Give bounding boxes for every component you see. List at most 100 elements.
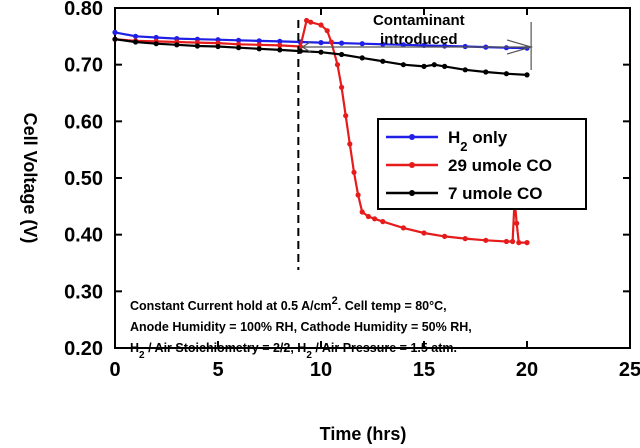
data-point-series-0 xyxy=(236,37,242,43)
legend: H2 only 29 umole CO 7 umole CO xyxy=(377,118,587,210)
data-point-series-2 xyxy=(462,67,468,73)
legend-swatch-marker xyxy=(409,134,415,140)
data-point-series-0 xyxy=(380,41,386,47)
data-point-series-2 xyxy=(421,63,427,69)
data-point-series-2 xyxy=(318,49,324,55)
data-point-series-2 xyxy=(431,62,437,68)
data-point-series-2 xyxy=(400,62,406,68)
data-point-series-0 xyxy=(400,42,406,48)
data-point-series-1 xyxy=(308,19,314,25)
x-axis-title: Time (hrs) xyxy=(320,424,407,444)
data-point-series-1 xyxy=(347,141,353,147)
data-point-series-2 xyxy=(380,58,386,64)
y-axis-title: Cell Voltage (V) xyxy=(20,113,40,244)
data-point-series-2 xyxy=(483,69,489,75)
data-point-series-2 xyxy=(174,42,180,48)
legend-swatch-marker xyxy=(409,162,415,168)
data-point-series-1 xyxy=(503,238,509,245)
data-point-series-0 xyxy=(153,34,159,41)
data-point-series-1 xyxy=(359,209,365,215)
data-point-series-2 xyxy=(236,45,242,51)
data-point-series-1 xyxy=(365,213,371,220)
data-point-series-0 xyxy=(277,38,283,45)
data-point-series-1 xyxy=(509,238,516,245)
data-point-series-0 xyxy=(339,40,345,46)
y-tick-label: 0.80 xyxy=(64,0,103,20)
x-tick-label: 5 xyxy=(212,359,223,381)
data-point-series-2 xyxy=(215,43,221,50)
experiment-note-line: Anode Humidity = 100% RH, Cathode Humidi… xyxy=(130,320,472,334)
legend-label: H2 only xyxy=(448,128,508,154)
data-point-series-1 xyxy=(516,240,522,246)
experiment-note-part: / Air Pressure = 1.5 atm. xyxy=(312,341,457,355)
legend-label: 7 umole CO xyxy=(448,184,542,203)
legend-label: 29 umole CO xyxy=(448,156,552,175)
series-line-2 xyxy=(114,38,528,76)
data-point-series-2 xyxy=(194,43,200,49)
legend-label-part: 2 xyxy=(460,139,467,154)
data-point-series-1 xyxy=(324,28,330,34)
data-point-series-1 xyxy=(400,225,406,231)
data-point-series-1 xyxy=(277,42,283,49)
y-axis-ticks: 0.20 0.30 0.40 0.50 0.60 0.70 0.80 xyxy=(64,0,630,360)
series-line-1 xyxy=(114,19,527,244)
data-point-series-1 xyxy=(483,237,489,243)
experiment-note-part: 2 xyxy=(139,350,145,361)
experiment-note-part: / Air Stoichiometry = 2/2, H xyxy=(145,341,307,355)
data-point-series-1 xyxy=(343,113,349,119)
data-point-series-1 xyxy=(355,192,361,198)
data-point-series-0 xyxy=(256,38,262,44)
data-point-series-0 xyxy=(503,45,509,51)
data-point-series-1 xyxy=(351,169,357,175)
data-point-series-2 xyxy=(256,46,262,52)
data-point-series-2 xyxy=(524,72,530,78)
data-point-series-1 xyxy=(328,39,334,45)
data-point-series-2 xyxy=(277,47,283,53)
x-tick-label: 20 xyxy=(516,359,538,381)
data-point-series-2 xyxy=(503,71,509,77)
x-tick-label: 0 xyxy=(109,359,120,381)
data-point-series-1 xyxy=(334,62,341,68)
experiment-note-part: Anode Humidity = 100% RH, Cathode Humidi… xyxy=(130,320,472,334)
data-point-series-1 xyxy=(421,230,427,236)
y-tick-label: 0.70 xyxy=(64,55,103,77)
data-point-series-2 xyxy=(339,51,345,58)
data-point-series-0 xyxy=(112,29,118,35)
x-tick-label: 10 xyxy=(310,359,332,381)
data-point-series-2 xyxy=(112,36,118,42)
data-point-series-1 xyxy=(442,233,448,239)
data-point-series-1 xyxy=(462,236,468,242)
series-layer xyxy=(112,17,530,246)
data-point-series-2 xyxy=(442,63,448,69)
y-tick-label: 0.50 xyxy=(64,168,103,190)
data-point-series-1 xyxy=(339,84,345,90)
data-point-series-0 xyxy=(359,41,365,47)
y-tick-label: 0.40 xyxy=(64,225,103,247)
data-point-series-1 xyxy=(380,219,386,225)
data-point-series-1 xyxy=(514,220,520,226)
x-axis-ticks: 0 5 10 15 20 25 xyxy=(109,8,640,381)
x-tick-label: 25 xyxy=(619,359,640,381)
contaminant-arrow-label: Contaminant xyxy=(373,12,465,29)
legend-label-part: only xyxy=(468,128,508,147)
experiment-note: Constant Current hold at 0.5 A/cm2. Cell… xyxy=(130,295,472,361)
data-point-series-1 xyxy=(304,17,310,24)
y-tick-label: 0.30 xyxy=(64,281,103,303)
y-tick-label: 0.20 xyxy=(64,338,103,360)
experiment-note-part: Constant Current hold at 0.5 A/cm xyxy=(130,299,332,313)
data-point-series-1 xyxy=(256,42,262,48)
experiment-note-part: 2 xyxy=(332,295,338,307)
data-point-series-1 xyxy=(318,22,324,28)
data-point-series-1 xyxy=(372,216,378,222)
data-point-series-2 xyxy=(359,55,365,61)
data-point-series-2 xyxy=(153,41,159,47)
data-point-series-0 xyxy=(318,40,324,46)
experiment-note-line: H2 / Air Stoichiometry = 2/2, H2 / Air P… xyxy=(130,341,457,361)
data-point-series-2 xyxy=(133,39,139,45)
data-point-series-1 xyxy=(524,240,530,246)
annotation-layer: Contaminant introduced xyxy=(297,12,534,270)
legend-label-part: H xyxy=(448,128,460,147)
experiment-note-part: H xyxy=(130,341,139,355)
contaminant-arrow-tail xyxy=(301,41,311,53)
